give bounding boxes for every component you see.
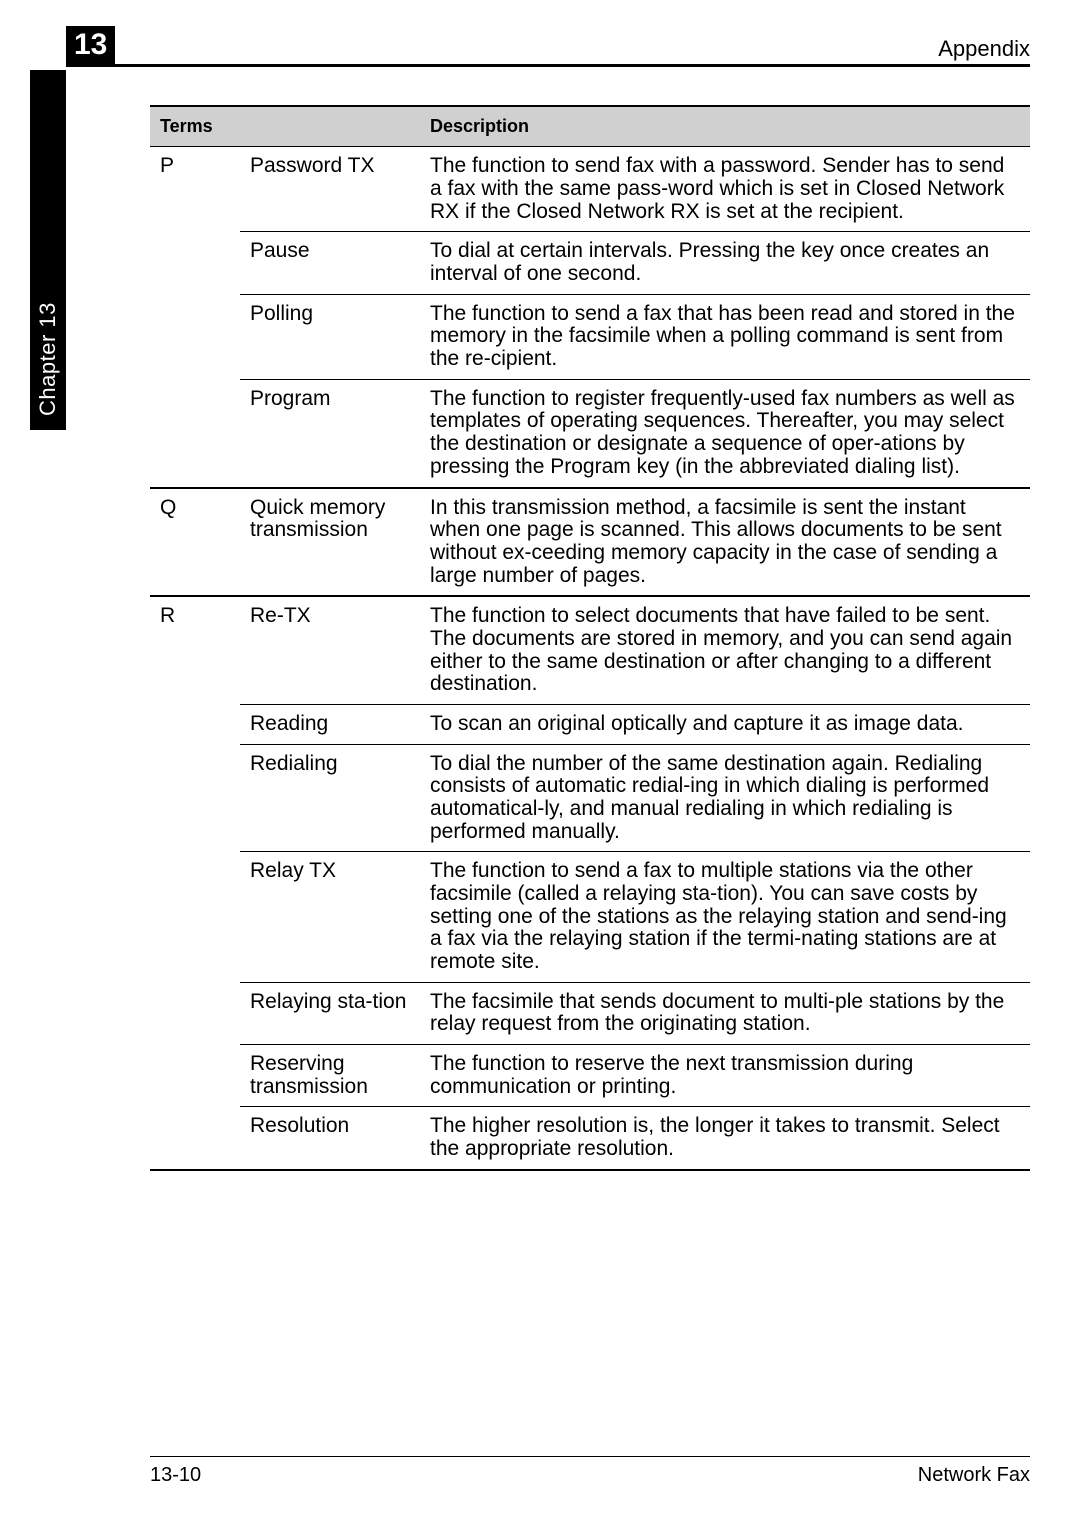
table-row: Relaying sta-tionThe facsimile that send… <box>150 982 1030 1044</box>
description-cell: To dial at certain intervals. Pressing t… <box>420 232 1030 294</box>
table-row: ResolutionThe higher resolution is, the … <box>150 1107 1030 1170</box>
description-cell: The function to register frequently-used… <box>420 379 1030 487</box>
table-row: PauseTo dial at certain intervals. Press… <box>150 232 1030 294</box>
description-cell: In this transmission method, a facsimile… <box>420 488 1030 597</box>
term-cell: Resolution <box>240 1107 420 1170</box>
letter-cell: P <box>150 147 240 488</box>
chapter-number: 13 <box>66 26 115 66</box>
header-description: Description <box>420 106 1030 147</box>
term-cell: Pause <box>240 232 420 294</box>
description-cell: To dial the number of the same destinati… <box>420 744 1030 852</box>
chapter-underline <box>66 64 1030 67</box>
term-cell: Reading <box>240 704 420 744</box>
description-cell: The function to send fax with a password… <box>420 147 1030 232</box>
footer-doc-title: Network Fax <box>918 1464 1030 1487</box>
footer-line <box>150 1456 1030 1457</box>
term-cell: Polling <box>240 294 420 379</box>
page: Chapter 13 Appendix 13 Appendix Terms De… <box>0 0 1080 1529</box>
table-row: RRe-TXThe function to select documents t… <box>150 596 1030 704</box>
table-header-row: Terms Description <box>150 106 1030 147</box>
description-cell: The function to send a fax to multiple s… <box>420 852 1030 982</box>
table-body: PPassword TXThe function to send fax wit… <box>150 147 1030 1170</box>
term-cell: Relay TX <box>240 852 420 982</box>
table-row: PollingThe function to send a fax that h… <box>150 294 1030 379</box>
description-cell: The higher resolution is, the longer it … <box>420 1107 1030 1170</box>
table-row: QQuick memory transmissionIn this transm… <box>150 488 1030 597</box>
table-row: Relay TXThe function to send a fax to mu… <box>150 852 1030 982</box>
term-cell: Program <box>240 379 420 487</box>
table-row: ProgramThe function to register frequent… <box>150 379 1030 487</box>
footer-page-number: 13-10 <box>150 1464 201 1487</box>
term-cell: Password TX <box>240 147 420 232</box>
description-cell: The function to reserve the next transmi… <box>420 1044 1030 1106</box>
description-cell: The facsimile that sends document to mul… <box>420 982 1030 1044</box>
header-title: Appendix <box>938 36 1030 62</box>
term-cell: Redialing <box>240 744 420 852</box>
content-area: Terms Description PPassword TXThe functi… <box>150 105 1030 1171</box>
letter-cell: R <box>150 596 240 1169</box>
description-cell: The function to send a fax that has been… <box>420 294 1030 379</box>
term-cell: Re-TX <box>240 596 420 704</box>
glossary-table: Terms Description PPassword TXThe functi… <box>150 105 1030 1171</box>
term-cell: Quick memory transmission <box>240 488 420 597</box>
term-cell: Reserving transmission <box>240 1044 420 1106</box>
header-terms: Terms <box>150 106 420 147</box>
table-row: ReadingTo scan an original optically and… <box>150 704 1030 744</box>
description-cell: The function to select documents that ha… <box>420 596 1030 704</box>
table-row: Reserving transmissionThe function to re… <box>150 1044 1030 1106</box>
table-row: PPassword TXThe function to send fax wit… <box>150 147 1030 232</box>
table-row: RedialingTo dial the number of the same … <box>150 744 1030 852</box>
term-cell: Relaying sta-tion <box>240 982 420 1044</box>
side-label: Appendix <box>30 195 66 291</box>
letter-cell: Q <box>150 488 240 597</box>
description-cell: To scan an original optically and captur… <box>420 704 1030 744</box>
